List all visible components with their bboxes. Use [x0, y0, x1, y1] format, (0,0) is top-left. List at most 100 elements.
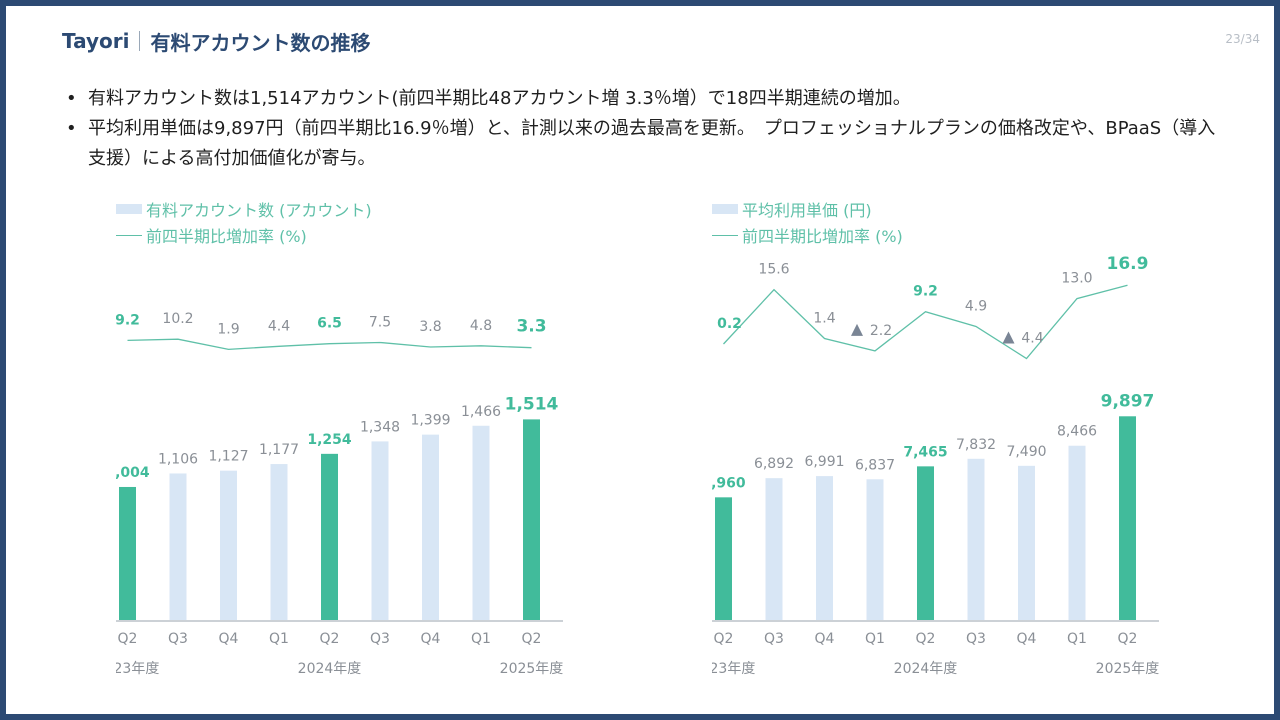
legend-line-swatch — [712, 234, 738, 236]
bar-value-label: 6,892 — [754, 456, 794, 472]
bar — [321, 453, 338, 620]
bar — [967, 458, 985, 620]
legend-bar-label: 有料アカウント数 (アカウント) — [146, 201, 372, 220]
category-label: Q1 — [269, 631, 289, 647]
chart-legend: 有料アカウント数 (アカウント) 前四半期比増加率 (%) — [116, 196, 372, 248]
growth-value-label: 16.9 — [1107, 254, 1149, 274]
bar-value-label: 1,106 — [158, 451, 198, 467]
bar-value-label: 7,465 — [903, 444, 947, 460]
growth-value-label: 7.5 — [369, 315, 391, 331]
category-label: Q2 — [320, 631, 340, 647]
category-label: Q3 — [966, 631, 986, 647]
bar — [765, 478, 783, 620]
growth-value-label: 2.2 — [870, 323, 892, 339]
year-label: 2024年度 — [298, 661, 362, 677]
legend-bar-swatch — [712, 204, 738, 214]
category-label: Q1 — [865, 631, 885, 647]
legend-bar-swatch — [116, 204, 142, 214]
bar-value-label: 9,897 — [1101, 391, 1155, 411]
category-label: Q1 — [471, 631, 491, 647]
bar-value-label: 1,177 — [259, 442, 299, 458]
growth-value-label: 3.3 — [516, 317, 546, 337]
page-title: 有料アカウント数の推移 — [150, 30, 371, 55]
unit-price-chart: 平均利用単価 (円) 前四半期比増加率 (%) 5,960 Q2 6,892 Q3 6,… — [712, 196, 1280, 696]
chart-svg: 5,960 Q2 6,892 Q3 6,991 Q4 6,837 Q1 7,465 Q2 7,832… — [712, 254, 1160, 677]
category-label: Q3 — [370, 631, 390, 647]
category-label: Q4 — [421, 631, 441, 647]
negative-marker-icon — [1002, 331, 1015, 344]
growth-value-label: 4.8 — [470, 318, 492, 334]
category-label: Q1 — [1067, 631, 1087, 647]
bar-value-label: 1,466 — [461, 404, 501, 420]
bar-value-label: 1,514 — [505, 394, 559, 414]
bar — [270, 464, 288, 620]
category-label: Q2 — [1118, 631, 1138, 647]
bar — [422, 434, 439, 620]
category-label: Q2 — [522, 631, 542, 647]
growth-value-label: 4.4 — [1021, 330, 1043, 346]
growth-value-label: 1.4 — [813, 311, 835, 327]
bar — [472, 425, 490, 620]
growth-value-label: 15.6 — [758, 262, 789, 278]
bar — [119, 486, 136, 620]
category-label: Q3 — [168, 631, 188, 647]
bullet-item: 有料アカウント数は1,514アカウント(前四半期比48アカウント増 3.3％増）… — [66, 84, 1226, 114]
bar-value-label: 1,399 — [410, 413, 450, 429]
bar — [1018, 465, 1035, 620]
growth-value-label: 9.2 — [913, 284, 938, 300]
category-label: Q2 — [714, 631, 734, 647]
year-label: 2025年度 — [1096, 661, 1160, 677]
year-label: 2023年度 — [116, 661, 159, 677]
growth-value-label: 10.2 — [162, 311, 193, 327]
growth-line — [723, 284, 1128, 360]
growth-value-label: 9.2 — [116, 312, 140, 328]
header-separator — [139, 31, 141, 51]
bar — [169, 473, 187, 620]
year-label: 2024年度 — [894, 661, 958, 677]
bar-value-label: 6,991 — [804, 454, 844, 470]
legend-bar-label: 平均利用単価 (円) — [742, 201, 872, 220]
category-label: Q4 — [219, 631, 239, 647]
growth-value-label: 0.2 — [717, 316, 742, 332]
growth-value-label: 4.4 — [268, 318, 290, 334]
bar — [917, 466, 934, 620]
bar-value-label: 6,837 — [855, 457, 895, 473]
year-label: 2025年度 — [500, 661, 564, 677]
legend-line-swatch — [116, 234, 142, 236]
bar-value-label: 8,466 — [1057, 424, 1097, 440]
bar-value-label: 7,490 — [1006, 444, 1046, 460]
bullet-list: 有料アカウント数は1,514アカウント(前四半期比48アカウント増 3.3％増）… — [66, 84, 1226, 174]
chart-legend: 平均利用単価 (円) 前四半期比増加率 (%) — [712, 196, 903, 248]
year-label: 2023年度 — [712, 661, 755, 677]
legend-line-label: 前四半期比増加率 (%) — [742, 227, 903, 246]
bar-value-label: 1,004 — [116, 465, 150, 481]
category-label: Q2 — [118, 631, 138, 647]
category-label: Q4 — [815, 631, 835, 647]
growth-value-label: 1.9 — [217, 321, 239, 337]
bar-value-label: 7,832 — [956, 437, 996, 453]
page-number: 23/34 — [1225, 32, 1260, 46]
growth-value-label: 4.9 — [965, 299, 987, 315]
bar-value-label: 1,348 — [360, 419, 400, 435]
negative-marker-icon — [851, 323, 863, 336]
bar — [1068, 445, 1086, 620]
category-label: Q3 — [764, 631, 784, 647]
accounts-chart: 有料アカウント数 (アカウント) 前四半期比増加率 (%) 1,004 Q2 1,1… — [116, 196, 696, 696]
growth-line — [127, 338, 532, 351]
bar-value-label: 1,127 — [208, 449, 248, 465]
growth-value-label: 3.8 — [419, 319, 441, 335]
brand-name: Tayori — [62, 29, 130, 53]
bar-value-label: 1,254 — [307, 432, 352, 448]
growth-value-label: 6.5 — [317, 316, 342, 332]
legend-line-label: 前四半期比増加率 (%) — [146, 227, 307, 246]
bullet-item: 平均利用単価は9,897円（前四半期比16.9％増）と、計測以来の過去最高を更新… — [66, 114, 1226, 174]
slide-header: Tayori 有料アカウント数の推移 — [62, 26, 370, 56]
category-label: Q4 — [1017, 631, 1037, 647]
bar — [816, 476, 833, 620]
growth-value-label: 13.0 — [1061, 271, 1092, 287]
bar — [715, 497, 732, 620]
category-label: Q2 — [916, 631, 936, 647]
bar — [866, 479, 884, 620]
chart-svg: 1,004 Q2 1,106 Q3 1,127 Q4 1,177 Q1 1,254 Q2 1,348… — [116, 311, 564, 677]
